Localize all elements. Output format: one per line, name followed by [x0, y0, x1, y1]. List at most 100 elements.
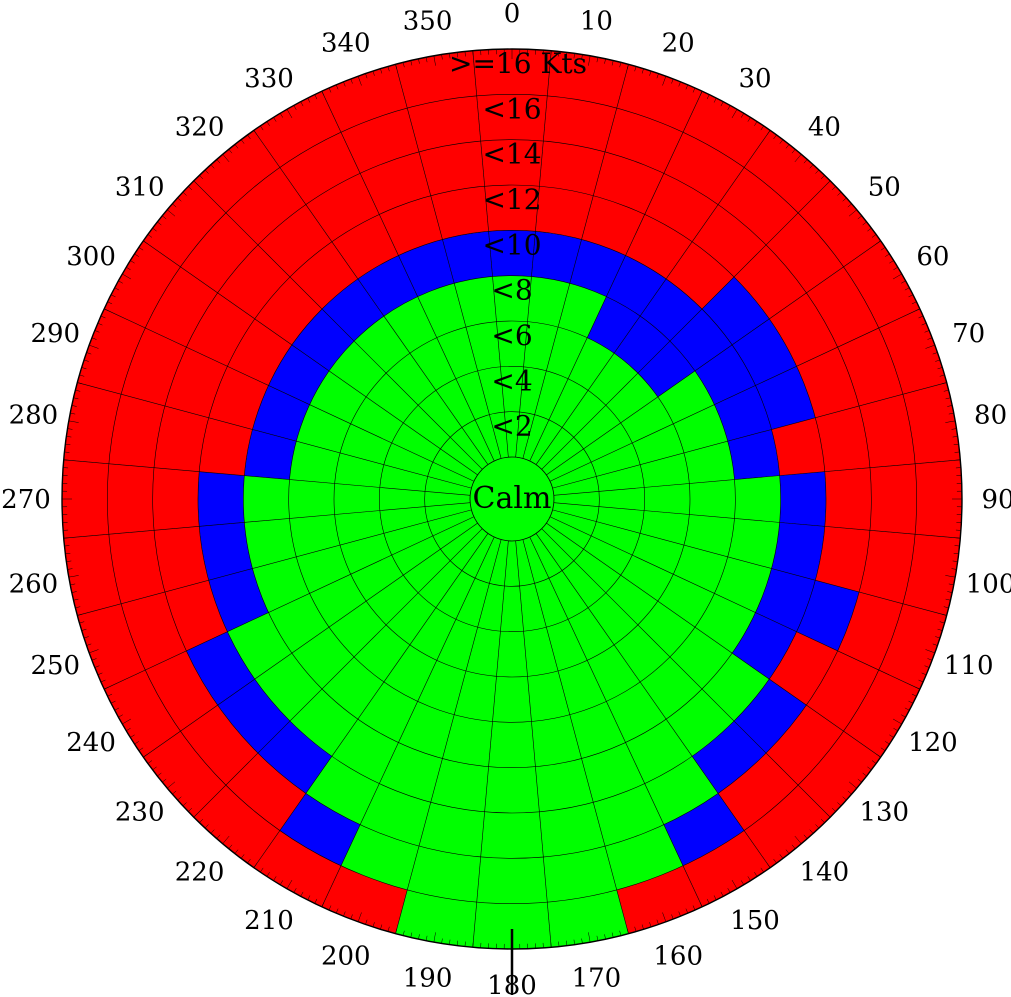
- tick-112: [924, 665, 930, 668]
- tick-187: [456, 940, 459, 946]
- ring-label-2: <6: [491, 319, 532, 352]
- tick-315: [193, 180, 198, 185]
- tick-52: [862, 221, 867, 226]
- tick-115: [915, 686, 920, 690]
- sector-250-blue: [208, 568, 269, 632]
- tick-254: [79, 621, 85, 624]
- direction-label-90: 90: [981, 485, 1011, 515]
- direction-label-310: 310: [115, 173, 165, 203]
- tick-33: [754, 121, 758, 126]
- tick-190: [433, 932, 436, 943]
- sector-130-red: [766, 705, 881, 818]
- tick-143: [779, 854, 784, 859]
- tick-339: [350, 78, 353, 84]
- tick-205: [321, 902, 325, 907]
- direction-label-320: 320: [175, 113, 225, 143]
- sector-330-red: [253, 91, 399, 279]
- tick-76: [943, 389, 949, 392]
- direction-label-220: 220: [175, 857, 225, 887]
- sector-340-green: [417, 283, 502, 461]
- tick-295: [104, 308, 109, 312]
- tick-210: [286, 879, 293, 889]
- tick-40: [794, 154, 802, 163]
- tick-108: [935, 636, 941, 639]
- tick-189: [441, 938, 443, 944]
- direction-label-10: 10: [580, 6, 613, 36]
- tick-245: [104, 686, 109, 690]
- tick-188: [449, 939, 451, 945]
- tick-10: [588, 55, 591, 66]
- tick-223: [204, 824, 209, 829]
- sector-140-blue: [692, 721, 767, 794]
- tick-247: [97, 672, 103, 676]
- radial-20: [522, 64, 629, 459]
- tick-66: [918, 315, 924, 319]
- sector-40-red: [666, 130, 831, 310]
- tick-78: [947, 405, 953, 407]
- tick-301: [126, 267, 131, 271]
- direction-label-50: 50: [868, 173, 901, 203]
- sector-250-red: [77, 580, 228, 690]
- sector-30-green: [529, 337, 615, 465]
- tick-18: [649, 70, 652, 76]
- tick-209: [293, 888, 297, 893]
- tick-227: [182, 802, 187, 807]
- tick-279: [67, 428, 73, 430]
- sector-330-green: [383, 296, 495, 465]
- tick-352: [449, 53, 451, 59]
- direction-label-170: 170: [572, 964, 622, 994]
- tick-341: [365, 73, 368, 79]
- tick-243: [110, 700, 116, 704]
- sector-260-blue: [199, 522, 253, 581]
- sector-10-red: [535, 50, 629, 240]
- tick-218: [234, 849, 239, 854]
- tick-263: [65, 552, 71, 555]
- tick-117: [908, 700, 914, 704]
- tick-64: [911, 301, 917, 305]
- tick-44: [820, 175, 825, 180]
- tick-240: [122, 718, 132, 725]
- tick-241: [118, 714, 123, 718]
- tick-304: [138, 247, 144, 251]
- tick-80: [945, 420, 956, 423]
- tick-147: [754, 872, 758, 877]
- tick-167: [611, 932, 614, 938]
- tick-327: [266, 121, 270, 126]
- tick-152: [720, 891, 724, 897]
- sector-150-blue: [663, 793, 745, 866]
- tick-120: [892, 718, 902, 725]
- sector-300-blue: [268, 344, 330, 405]
- radial-140: [541, 528, 831, 818]
- tick-layer: [62, 49, 962, 995]
- tick-238: [130, 734, 135, 738]
- tick-8: [573, 53, 575, 59]
- sector-70-red: [796, 308, 947, 418]
- tick-235: [143, 754, 148, 758]
- tick-106: [939, 621, 945, 624]
- sector-60-green: [546, 370, 715, 482]
- radial-170: [522, 539, 629, 934]
- radial-80: [552, 382, 947, 489]
- tick-229: [172, 790, 177, 795]
- tick-198: [372, 922, 375, 928]
- direction-label-80: 80: [974, 401, 1007, 431]
- tick-255: [77, 613, 83, 616]
- sector-230-red: [143, 705, 258, 818]
- direction-label-120: 120: [908, 728, 958, 758]
- tick-124: [880, 747, 886, 751]
- tick-98: [952, 560, 958, 562]
- sector-30-red: [625, 91, 771, 279]
- tick-39: [791, 149, 796, 154]
- radial-280: [63, 459, 471, 496]
- sector-270-red: [61, 459, 200, 539]
- tick-323: [240, 139, 245, 144]
- tick-63: [908, 294, 914, 298]
- direction-label-240: 240: [66, 728, 116, 758]
- tick-191: [425, 935, 428, 941]
- radial-340: [321, 91, 495, 462]
- tick-133: [837, 802, 842, 807]
- tick-204: [328, 905, 332, 911]
- tick-146: [760, 867, 764, 873]
- tick-136: [820, 818, 825, 823]
